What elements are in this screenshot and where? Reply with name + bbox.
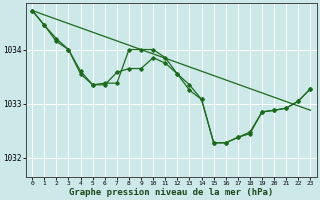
X-axis label: Graphe pression niveau de la mer (hPa): Graphe pression niveau de la mer (hPa)	[69, 188, 274, 197]
